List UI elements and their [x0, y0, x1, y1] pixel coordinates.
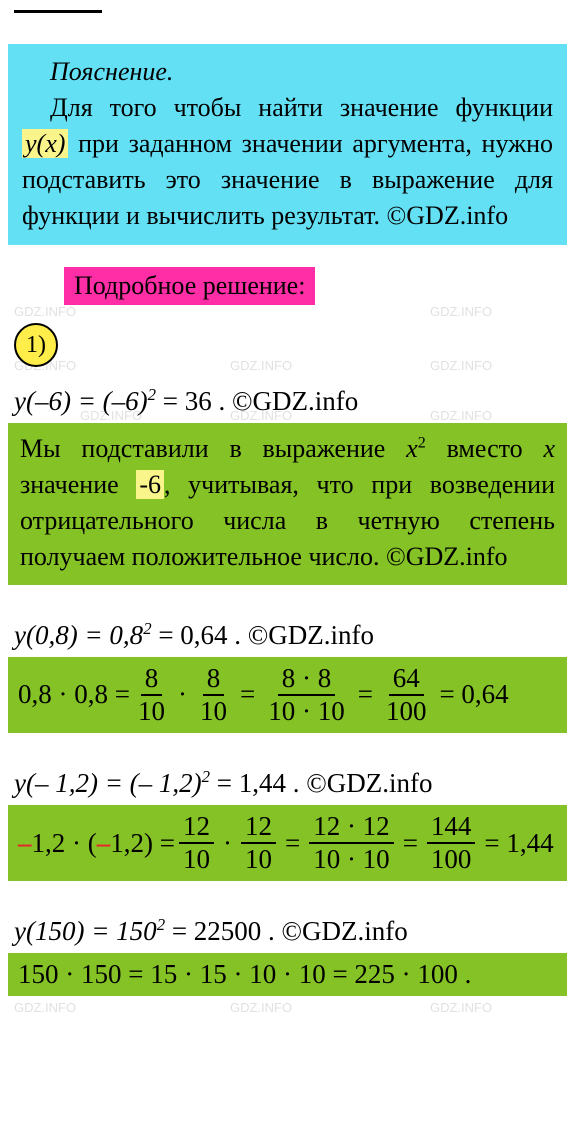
denominator: 10 — [196, 696, 231, 727]
explanation-body: Для того чтобы найти значение функции y(… — [22, 90, 553, 234]
watermark: GDZ.INFO — [230, 1000, 292, 1015]
text: 150 · 150 = 15 · 15 · 10 · 10 = 225 · 10… — [18, 959, 471, 990]
explanation-title: Пояснение. — [22, 54, 553, 90]
watermark: GDZ.INFO — [14, 1000, 76, 1015]
exponent: 2 — [148, 385, 156, 404]
fraction: 64100 — [382, 663, 431, 727]
step-number: 1) — [26, 332, 46, 359]
step-number-circle: 1) — [14, 323, 58, 367]
numerator: 8 — [203, 663, 225, 696]
text: Для того чтобы найти значение функции — [50, 93, 553, 122]
value-highlight: -6 — [136, 470, 164, 499]
eq-lhs: y(0,8) = 0,8 — [14, 620, 143, 650]
eq-rhs: = 36 . ©GDZ.info — [156, 386, 358, 416]
exponent: 2 — [202, 767, 210, 786]
denominator: 10 · 10 — [264, 696, 349, 727]
denominator: 10 — [241, 844, 276, 875]
explanation-box: Пояснение. Для того чтобы найти значение… — [8, 44, 567, 245]
denominator: 10 — [134, 696, 169, 727]
numerator: 64 — [389, 663, 424, 696]
text: вместо — [426, 434, 544, 463]
denominator: 100 — [382, 696, 431, 727]
text: 1,2) = — [110, 828, 175, 859]
equation-4: y(150) = 1502 = 22500 . ©GDZ.info — [14, 915, 575, 947]
denominator: 10 — [179, 844, 214, 875]
fraction-equation-1: 0,8 · 0,8 = 810 · 810 = 8 · 810 · 10 = 6… — [8, 657, 567, 733]
dot: · — [223, 828, 232, 859]
top-underline — [14, 10, 102, 13]
detailed-solution-label: Подробное решение: — [64, 267, 315, 305]
x-var: x — [543, 434, 555, 463]
fraction: 12 · 1210 · 10 — [309, 811, 394, 875]
minus-red: – — [18, 828, 32, 859]
tail: = 0,64 — [439, 679, 508, 710]
equation-2: y(0,8) = 0,82 = 0,64 . ©GDZ.info — [14, 619, 575, 651]
numerator: 12 · 12 — [309, 811, 394, 844]
fraction-equation-2: – 1,2 · (– 1,2) = 1210 · 1210 = 12 · 121… — [8, 805, 567, 881]
top-bar — [0, 0, 575, 38]
text: Мы подставили в выражение — [20, 434, 406, 463]
text: при заданном значении аргумента, нужно п… — [22, 129, 553, 230]
eq-lhs: y(150) = 150 — [14, 916, 157, 946]
exponent: 2 — [143, 619, 151, 638]
numerator: 12 — [179, 811, 214, 844]
watermark: GDZ.INFO — [430, 1000, 492, 1015]
fraction: 1210 — [179, 811, 214, 875]
tail: = 1,44 — [484, 828, 553, 859]
eq-rhs: = 0,64 . ©GDZ.info — [152, 620, 374, 650]
eq-lhs: y(–6) = (–6) — [14, 386, 148, 416]
lead: 0,8 · 0,8 = — [18, 679, 130, 710]
exponent: 2 — [157, 915, 165, 934]
eq-lhs: y(– 1,2) = (– 1,2) — [14, 768, 202, 798]
fraction: 810 — [196, 663, 231, 727]
numerator: 144 — [427, 811, 476, 844]
equals: = — [285, 828, 300, 859]
fraction: 1210 — [241, 811, 276, 875]
minus-red: – — [97, 828, 111, 859]
numerator: 8 — [141, 663, 163, 696]
green-explanation-1: Мы подставили в выражение x2 вместо x зн… — [8, 423, 567, 585]
equation-1: y(–6) = (–6)2 = 36 . ©GDZ.info — [14, 385, 575, 417]
fraction: 810 — [134, 663, 169, 727]
equals: = — [358, 679, 373, 710]
eq-rhs: = 22500 . ©GDZ.info — [165, 916, 408, 946]
text: 1,2 · ( — [32, 828, 97, 859]
x-squared-exp: 2 — [418, 435, 426, 452]
fraction: 8 · 810 · 10 — [264, 663, 349, 727]
text: значение — [20, 470, 136, 499]
green-last-line: 150 · 150 = 15 · 15 · 10 · 10 = 225 · 10… — [8, 953, 567, 996]
denominator: 10 · 10 — [309, 844, 394, 875]
eq-rhs: = 1,44 . ©GDZ.info — [210, 768, 432, 798]
numerator: 12 — [241, 811, 276, 844]
equation-3: y(– 1,2) = (– 1,2)2 = 1,44 . ©GDZ.info — [14, 767, 575, 799]
denominator: 100 — [427, 844, 476, 875]
numerator: 8 · 8 — [278, 663, 336, 696]
fraction: 144100 — [427, 811, 476, 875]
x-squared-base: x — [406, 434, 418, 463]
dot: · — [178, 679, 187, 710]
equals: = — [240, 679, 255, 710]
equals: = — [403, 828, 418, 859]
y-of-x-highlight: y(x) — [22, 129, 68, 158]
